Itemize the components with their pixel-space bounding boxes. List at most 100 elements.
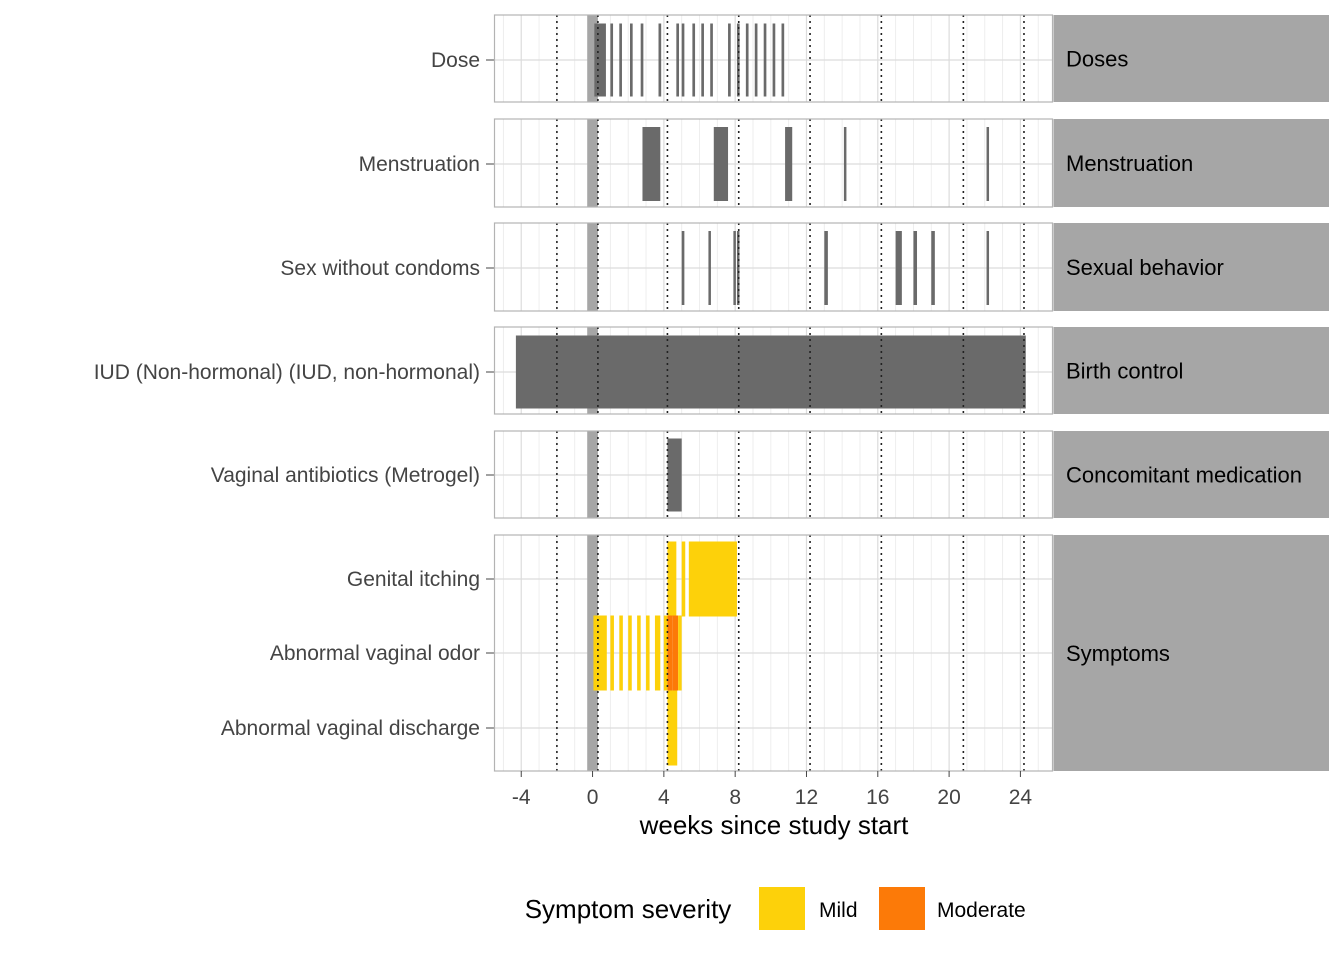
timeline-bar <box>628 615 632 691</box>
timeline-bar <box>667 438 682 512</box>
timeline-bar <box>708 231 711 305</box>
x-tick-label: 20 <box>937 786 960 809</box>
panel-border <box>493 14 1054 103</box>
facet-strip-label: Symptoms <box>1066 641 1170 666</box>
facet-strip-label: Birth control <box>1066 359 1183 384</box>
timeline-bar <box>640 23 644 97</box>
legend-key-mild <box>759 887 805 930</box>
timeline-bar <box>824 231 828 305</box>
timeline-bar <box>701 23 704 97</box>
facet-strip <box>1053 535 1329 771</box>
study-start-band <box>587 119 598 207</box>
timeline-bar <box>710 23 713 97</box>
timeline-bar <box>681 541 686 617</box>
x-tick-label: 8 <box>729 786 741 809</box>
row-label: Genital itching <box>347 568 480 591</box>
panel-border <box>493 534 1054 772</box>
study-start-band <box>587 223 598 311</box>
facet-strip-label: Sexual behavior <box>1066 255 1224 280</box>
timeline-bar <box>692 23 696 97</box>
panel-sexual-behavior: Sex without condoms Sexual behavior <box>280 222 1329 312</box>
timeline-bar <box>654 615 661 691</box>
panel-symptoms: Genital itching Abnormal vaginal odor Abno… <box>221 534 1329 772</box>
timeline-bar <box>681 23 685 97</box>
timeline-bar <box>736 231 740 305</box>
panel-concomitant-medication: Vaginal antibiotics (Metrogel) Concomitan… <box>211 430 1329 519</box>
timeline-bar <box>663 615 668 691</box>
timeline-bar <box>642 127 661 201</box>
timeline-bar <box>781 23 785 97</box>
panel-background <box>494 223 1053 311</box>
timeline-bar <box>688 541 737 617</box>
x-tick-label: 16 <box>866 786 889 809</box>
x-tick-label: 0 <box>587 786 599 809</box>
row-label: IUD (Non-hormonal) (IUD, non-hormonal) <box>94 361 480 384</box>
facet-strip-label: Menstruation <box>1066 151 1193 176</box>
timeline-bar <box>629 23 633 97</box>
legend-title: Symptom severity <box>525 894 732 924</box>
timeline-bar <box>754 23 758 97</box>
timeline-bar <box>733 231 736 305</box>
facet-strip <box>1053 327 1329 414</box>
timeline-bar <box>619 615 623 691</box>
facet-strip <box>1053 15 1329 102</box>
study-start-band <box>587 15 598 102</box>
timeline-bar <box>667 615 673 691</box>
row-label: Dose <box>431 49 480 72</box>
x-axis: -4 0 4 8 12 16 20 24 <box>512 771 1032 809</box>
row-label: Abnormal vaginal odor <box>270 642 480 665</box>
timeline-bar <box>728 23 731 97</box>
row-label: Abnormal vaginal discharge <box>221 717 480 740</box>
timeline-bar <box>681 231 685 305</box>
timeline-bar <box>986 231 990 305</box>
row-label: Menstruation <box>359 153 480 176</box>
timeline-bar <box>637 615 641 691</box>
timeline-bar <box>667 690 678 766</box>
timeline-bar <box>785 127 793 201</box>
panel-border <box>493 326 1054 415</box>
timeline-bar <box>763 23 767 97</box>
timeline-bar <box>843 127 847 201</box>
facet-strip <box>1053 431 1329 518</box>
timeline-bar <box>745 23 749 97</box>
panel-doses: Dose Doses <box>431 14 1329 103</box>
facet-strip <box>1053 119 1329 207</box>
legend-key-moderate <box>879 887 925 930</box>
x-axis-title: weeks since study start <box>639 810 910 840</box>
panels-layer: Dose Doses Menstruation Menstruation Sex wit… <box>94 14 1329 772</box>
timeline-bar <box>593 615 607 691</box>
timeline-bar <box>913 231 918 305</box>
timeline-bar <box>667 541 677 617</box>
timeline-bar <box>895 231 902 305</box>
study-start-band <box>587 535 598 771</box>
row-label: Vaginal antibiotics (Metrogel) <box>211 464 480 487</box>
x-tick-label: 4 <box>658 786 670 809</box>
panel-border <box>493 222 1054 312</box>
timeline-bar <box>672 615 679 691</box>
timeline-bar <box>678 615 682 691</box>
panel-menstruation: Menstruation Menstruation <box>359 118 1329 208</box>
panel-border <box>493 430 1054 519</box>
timeline-bar <box>772 23 776 97</box>
row-label: Sex without condoms <box>280 257 480 280</box>
legend: Symptom severity Mild Moderate <box>525 887 1026 930</box>
timeline-bar <box>736 23 740 97</box>
timeline-bar <box>713 127 729 201</box>
panel-birth-control: IUD (Non-hormonal) (IUD, non-hormonal) Bi… <box>94 326 1329 415</box>
legend-label-mild: Mild <box>819 899 858 922</box>
timeline-bar <box>619 23 622 97</box>
timeline-bar <box>931 231 935 305</box>
timeline-bar <box>646 615 650 691</box>
facet-strip-label: Concomitant medication <box>1066 463 1302 488</box>
timeline-bar <box>515 335 1026 409</box>
timeline-bar <box>986 127 990 201</box>
facet-strip <box>1053 223 1329 311</box>
timeline-bar <box>610 615 614 691</box>
x-tick-label: -4 <box>512 786 531 809</box>
legend-label-moderate: Moderate <box>937 899 1026 922</box>
facet-strip-label: Doses <box>1066 47 1128 72</box>
timeline-bar <box>610 23 614 97</box>
study-start-band <box>587 431 598 518</box>
timeline-bar <box>658 23 662 97</box>
